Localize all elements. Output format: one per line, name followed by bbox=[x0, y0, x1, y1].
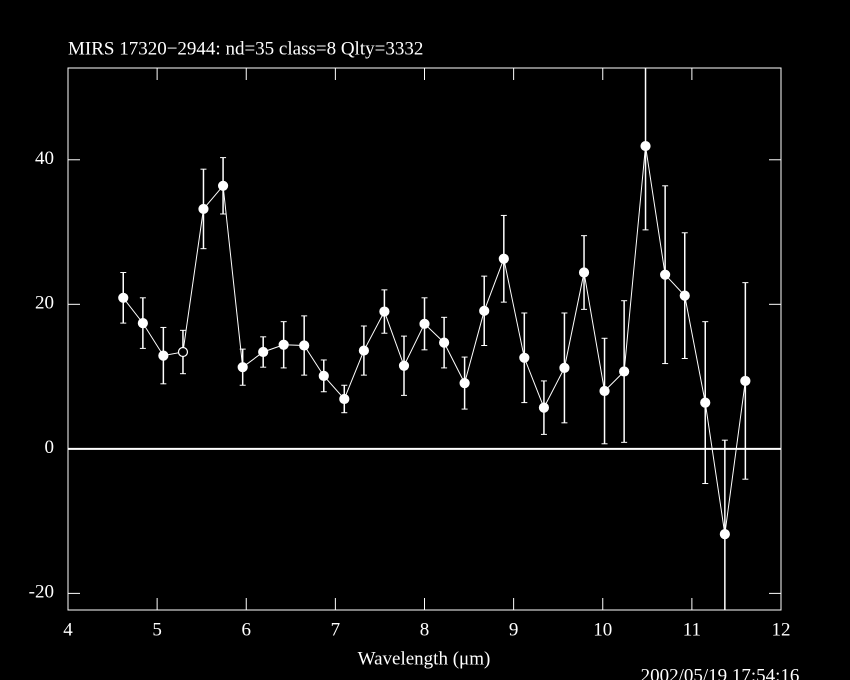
x-tick-label: 4 bbox=[63, 619, 73, 640]
data-point bbox=[177, 346, 189, 358]
data-point bbox=[498, 253, 509, 264]
x-tick-label: 5 bbox=[152, 619, 162, 640]
data-point bbox=[278, 339, 289, 350]
data-point bbox=[318, 370, 329, 381]
y-tick-label: -20 bbox=[29, 582, 54, 603]
x-tick-label: 12 bbox=[772, 619, 791, 640]
data-point bbox=[700, 397, 711, 408]
data-point bbox=[358, 345, 369, 356]
data-point bbox=[137, 318, 148, 329]
chart-title: MIRS 17320−2944: nd=35 class=8 Qlty=3332 bbox=[68, 38, 423, 59]
x-tick-label: 9 bbox=[509, 619, 519, 640]
data-point bbox=[619, 366, 630, 377]
data-point bbox=[559, 362, 570, 374]
data-point bbox=[217, 180, 229, 191]
x-tick-label: 11 bbox=[683, 619, 701, 640]
data-point bbox=[538, 402, 550, 413]
data-point bbox=[398, 360, 410, 371]
y-tick-label: 0 bbox=[45, 437, 55, 458]
data-point bbox=[258, 346, 269, 358]
data-line bbox=[122, 145, 746, 535]
data-point bbox=[679, 290, 690, 301]
data-point bbox=[118, 292, 129, 303]
x-axis-label: Wavelength (μm) bbox=[358, 648, 491, 669]
data-point bbox=[459, 377, 470, 389]
y-tick-label: 20 bbox=[35, 293, 54, 314]
y-tick-label: 40 bbox=[35, 148, 54, 169]
data-point bbox=[339, 393, 350, 405]
x-tick-label: 10 bbox=[593, 619, 612, 640]
data-point bbox=[660, 269, 671, 280]
x-tick-label: 7 bbox=[331, 619, 341, 640]
data-point bbox=[439, 337, 450, 348]
data-point bbox=[599, 385, 610, 397]
data-point bbox=[719, 529, 730, 540]
x-tick-label: 8 bbox=[420, 619, 430, 640]
timestamp: 2002/05/19 17:54:16 bbox=[641, 665, 800, 680]
data-point bbox=[198, 203, 209, 215]
data-point bbox=[237, 362, 248, 373]
data-point bbox=[299, 340, 310, 351]
data-point bbox=[640, 140, 651, 152]
data-point bbox=[379, 306, 390, 317]
data-point bbox=[519, 352, 530, 363]
data-point bbox=[578, 267, 590, 278]
plot-area bbox=[68, 68, 781, 610]
x-tick-label: 6 bbox=[242, 619, 252, 640]
data-point bbox=[158, 350, 169, 361]
data-point bbox=[419, 318, 430, 329]
data-point bbox=[740, 375, 751, 387]
data-point bbox=[479, 305, 490, 316]
